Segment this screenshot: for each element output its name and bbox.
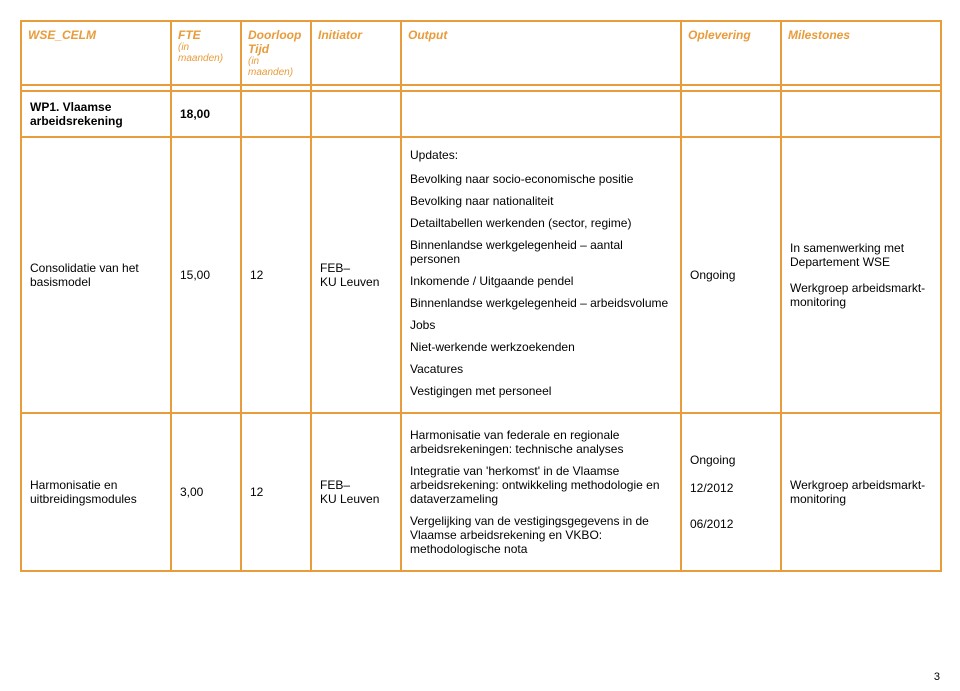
oplevering-item: 06/2012 <box>690 495 772 531</box>
output-item: Inkomende / Uitgaande pendel <box>410 270 672 292</box>
output-item: Binnenlandse werkgelegenheid – aantal pe… <box>410 234 672 270</box>
col-wse-celm: WSE_CELM <box>21 21 171 85</box>
table-row: Consolidatie van het basismodel 15,00 12… <box>21 137 941 413</box>
row1-doorloop: 12 <box>241 137 311 413</box>
col-oplevering: Oplevering <box>681 21 781 85</box>
section-row: WP1. Vlaamse arbeidsrekening 18,00 <box>21 91 941 137</box>
output-item: Vergelijking van de vestigingsgegevens i… <box>410 510 672 560</box>
output-item: Niet-werkende werkzoekenden <box>410 336 672 358</box>
section-fte: 18,00 <box>171 91 241 137</box>
row2-doorloop: 12 <box>241 413 311 571</box>
output-item: Binnenlandse werkgelegenheid – arbeidsvo… <box>410 292 672 314</box>
table-row: Harmonisatie en uitbreidingsmodules 3,00… <box>21 413 941 571</box>
row1-name: Consolidatie van het basismodel <box>21 137 171 413</box>
row2-name: Harmonisatie en uitbreidingsmodules <box>21 413 171 571</box>
col-fte: FTE (in maanden) <box>171 21 241 85</box>
row2-milestones: Werkgroep arbeidsmarkt-monitoring <box>781 413 941 571</box>
table-header: WSE_CELM FTE (in maanden) Doorloop Tijd … <box>21 21 941 85</box>
section-name: WP1. Vlaamse arbeidsrekening <box>21 91 171 137</box>
milestone-item: In samenwerking met Departement WSE <box>790 235 932 275</box>
main-table: WSE_CELM FTE (in maanden) Doorloop Tijd … <box>20 20 942 572</box>
milestone-item: Werkgroep arbeidsmarkt-monitoring <box>790 275 932 315</box>
row2-output-cell: Harmonisatie van federale en regionale a… <box>401 413 681 571</box>
row2-oplevering-cell: Ongoing 12/2012 06/2012 <box>681 413 781 571</box>
output-item: Bevolking naar nationaliteit <box>410 190 672 212</box>
oplevering-item: Ongoing <box>690 453 772 467</box>
row2-initiator: FEB– KU Leuven <box>311 413 401 571</box>
output-item: Harmonisatie van federale en regionale a… <box>410 424 672 460</box>
output-heading: Updates: <box>410 148 672 168</box>
page-number: 3 <box>934 671 940 683</box>
row1-fte: 15,00 <box>171 137 241 413</box>
oplevering-item: 12/2012 <box>690 467 772 495</box>
output-item: Integratie van 'herkomst' in de Vlaamse … <box>410 460 672 510</box>
milestone-item: Werkgroep arbeidsmarkt-monitoring <box>790 472 932 512</box>
output-item: Detailtabellen werkenden (sector, regime… <box>410 212 672 234</box>
output-item: Bevolking naar socio-economische positie <box>410 168 672 190</box>
row1-initiator: FEB– KU Leuven <box>311 137 401 413</box>
output-item: Vacatures <box>410 358 672 380</box>
row1-output-cell: Updates: Bevolking naar socio-economisch… <box>401 137 681 413</box>
col-doorloop: Doorloop Tijd (in maanden) <box>241 21 311 85</box>
output-item: Jobs <box>410 314 672 336</box>
row1-oplevering: Ongoing <box>681 137 781 413</box>
col-initiator: Initiator <box>311 21 401 85</box>
output-item: Vestigingen met personeel <box>410 380 672 402</box>
col-output: Output <box>401 21 681 85</box>
row2-fte: 3,00 <box>171 413 241 571</box>
row1-milestones: In samenwerking met Departement WSE Werk… <box>781 137 941 413</box>
col-milestones: Milestones <box>781 21 941 85</box>
